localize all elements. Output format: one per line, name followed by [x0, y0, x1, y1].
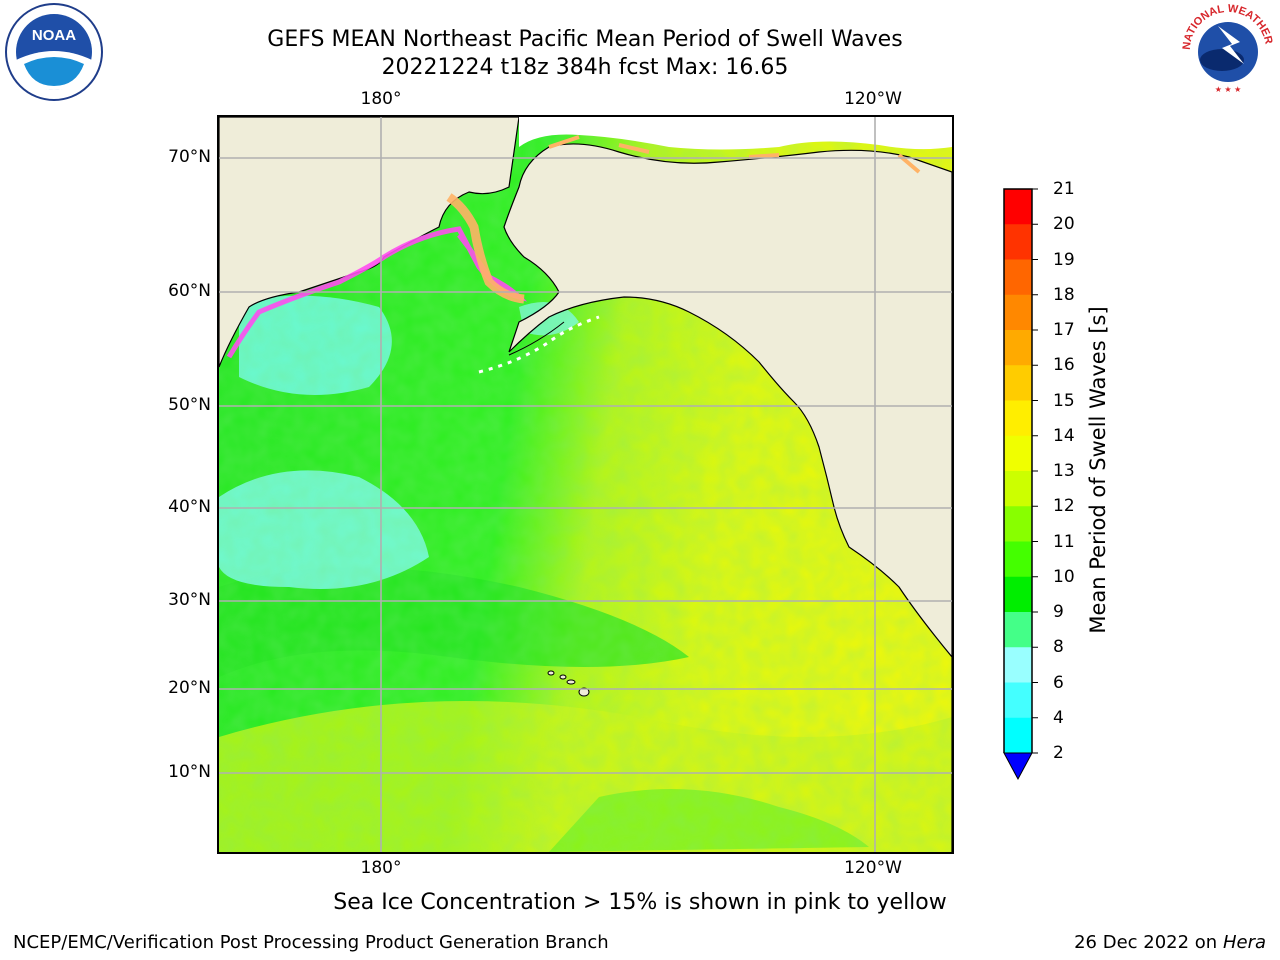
lat-label-20n: 20°N	[168, 678, 211, 698]
aleutian-islands	[478, 315, 600, 374]
colorbar-tick-label: 14	[1053, 425, 1075, 446]
colorbar-swatch-10	[1004, 541, 1032, 578]
map-canvas	[219, 117, 952, 852]
chart-title: GEFS MEAN Northeast Pacific Mean Period …	[267, 27, 903, 52]
bottom-lon-label-120w: 120°W	[844, 858, 902, 878]
colorbar-tick-label: 20	[1053, 214, 1075, 235]
colorbar-tick-label: 19	[1053, 249, 1075, 270]
colorbar-tick-label: 4	[1053, 707, 1064, 728]
lat-label-70n: 70°N	[168, 147, 211, 167]
colorbar-tick-label: 17	[1053, 320, 1075, 340]
colorbar-swatch-2	[1004, 259, 1032, 296]
colorbar-swatch-1	[1004, 224, 1032, 260]
colorbar-tick-label: 12	[1053, 496, 1075, 517]
colorbar-swatch-15	[1004, 717, 1032, 754]
colorbar-tick-label: 21	[1053, 179, 1075, 199]
hawaii-islands	[547, 670, 590, 697]
bottom-lon-label-180: 180°	[360, 858, 402, 878]
colorbar-tick-label: 8	[1053, 637, 1064, 658]
colorbar-tick-label: 15	[1053, 390, 1075, 411]
land-chukotka	[219, 117, 520, 368]
colorbar	[1003, 188, 1038, 781]
sea-ice-note: Sea Ice Concentration > 15% is shown in …	[333, 890, 947, 915]
colorbar-tick-label: 9	[1053, 602, 1064, 622]
colorbar-swatch-5	[1004, 365, 1032, 401]
lat-label-50n: 50°N	[168, 395, 211, 415]
colorbar-tick-label: 10	[1053, 566, 1075, 587]
graticule	[219, 117, 952, 852]
lat-label-30n: 30°N	[168, 590, 211, 610]
noaa-logo: NOAA	[5, 3, 103, 101]
lat-label-60n: 60°N	[168, 281, 211, 301]
sea-ice-edge-bering	[226, 226, 528, 359]
colorbar-swatch-4	[1004, 330, 1032, 366]
footer-date-text: 26 Dec 2022 on	[1074, 932, 1218, 953]
nws-logo: NATIONAL WEATHER SERVICE ★ ★ ★	[1178, 2, 1275, 96]
colorbar-swatch-13	[1004, 647, 1032, 683]
colorbar-swatch-6	[1004, 400, 1032, 437]
lat-label-40n: 40°N	[168, 497, 211, 517]
colorbar-tick-label: 2	[1053, 743, 1064, 763]
chart-subtitle: 20221224 t18z 384h fcst Max: 16.65	[381, 55, 789, 80]
colorbar-swatch-0	[1004, 189, 1032, 225]
colorbar-swatch-9	[1004, 506, 1032, 542]
sea-ice-arctic-dots	[548, 135, 921, 174]
map-panel	[217, 115, 954, 854]
lat-label-10n: 10°N	[168, 762, 211, 782]
top-lon-label-180: 180°	[360, 89, 402, 109]
colorbar-swatch-14	[1004, 682, 1032, 719]
svg-text:★ ★ ★: ★ ★ ★	[1215, 85, 1242, 94]
colorbar-tick-label: 11	[1053, 531, 1075, 552]
colorbar-label: Mean Period of Swell Waves [s]	[1086, 306, 1110, 634]
colorbar-tick-label: 13	[1053, 461, 1075, 481]
colorbar-swatch-7	[1004, 435, 1032, 472]
colorbar-tick-label: 6	[1053, 672, 1064, 693]
colorbar-swatch-11	[1004, 576, 1032, 613]
sea-ice-norton	[446, 193, 525, 304]
footer-date: 26 Dec 2022 on Hera	[1074, 932, 1266, 953]
colorbar-swatch-12	[1004, 612, 1032, 648]
colorbar-swatch-8	[1004, 471, 1032, 507]
footer-host: Hera	[1222, 932, 1266, 953]
land-alaska	[503, 143, 952, 852]
top-lon-label-120w: 120°W	[844, 89, 902, 109]
noaa-logo-text: NOAA	[32, 27, 76, 44]
arctic-ice	[519, 117, 952, 150]
aleutian-coast	[508, 321, 565, 356]
colorbar-tick-label: 16	[1053, 355, 1075, 376]
colorbar-swatch-3	[1004, 294, 1032, 331]
colorbar-extend-triangle	[1003, 752, 1033, 781]
footer-credit: NCEP/EMC/Verification Post Processing Pr…	[13, 932, 609, 953]
colorbar-tick-label: 18	[1053, 284, 1075, 305]
